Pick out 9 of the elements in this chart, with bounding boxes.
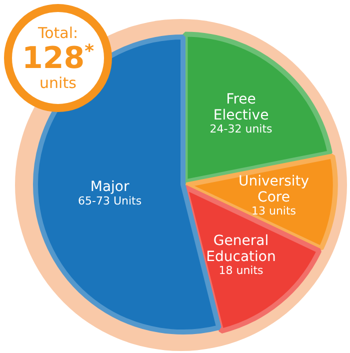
slice-label: General Education [206,232,276,265]
slice-label: Major [90,179,130,196]
slice-label: University Core [238,173,310,206]
text: Total: 128$^{*}$ units [22,24,94,92]
data-label: 18 units [218,264,264,278]
data-label: 24-32 units [210,122,273,136]
slice-label: Free Elective [213,91,269,124]
data-label: 65-73 Units [78,194,142,208]
data-label: 13 units [251,204,296,218]
